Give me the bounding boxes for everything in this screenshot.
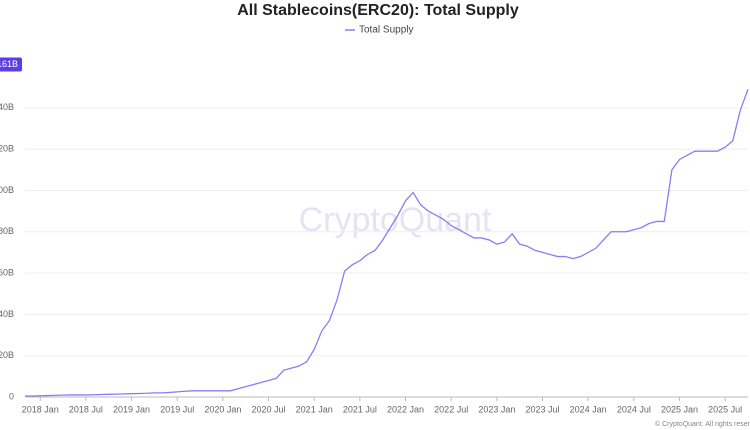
x-tick-label: 2022 Jul	[434, 404, 468, 414]
y-tick-label: 60B	[0, 267, 14, 277]
copyright: © CryptoQuant. All rights reser	[655, 420, 750, 428]
last-value-label: 161B	[0, 59, 18, 69]
y-tick-label: 140B	[0, 102, 14, 112]
x-tick-label: 2025 Jul	[708, 404, 742, 414]
x-tick-label: 2020 Jan	[204, 404, 241, 414]
y-tick-label: 80B	[0, 226, 14, 236]
x-tick-label: 2021 Jan	[296, 404, 333, 414]
x-tick-label: 2018 Jan	[22, 404, 59, 414]
chart-title: All Stablecoins(ERC20): Total Supply	[237, 2, 519, 19]
x-tick-label: 2022 Jan	[387, 404, 424, 414]
legend-label: Total Supply	[359, 25, 413, 36]
y-tick-label: 40B	[0, 309, 14, 319]
series-line	[25, 89, 749, 397]
y-tick-label: 100B	[0, 185, 14, 195]
y-tick-label: 20B	[0, 350, 14, 360]
x-tick-label: 2023 Jan	[478, 404, 515, 414]
x-tick-label: 2019 Jan	[113, 404, 150, 414]
last-value-badge	[0, 57, 22, 72]
x-tick-label: 2020 Jul	[252, 404, 286, 414]
x-tick-label: 2018 Jul	[69, 404, 103, 414]
x-tick-label: 2019 Jul	[160, 404, 194, 414]
y-tick-label: 0	[9, 391, 14, 401]
x-tick-label: 2025 Jan	[661, 404, 698, 414]
x-tick-label: 2021 Jul	[343, 404, 377, 414]
y-tick-label: 120B	[0, 144, 14, 154]
x-tick-label: 2023 Jul	[526, 404, 560, 414]
x-tick-label: 2024 Jan	[570, 404, 607, 414]
x-tick-label: 2024 Jul	[617, 404, 651, 414]
